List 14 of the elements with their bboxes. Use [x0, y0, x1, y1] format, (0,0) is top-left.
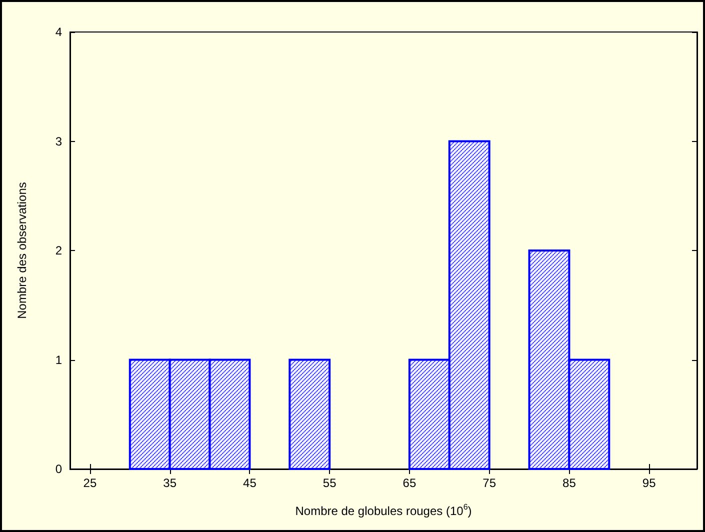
- x-tick-label: 35: [163, 476, 177, 490]
- x-tick-label: 85: [562, 476, 576, 490]
- x-tick-label: 95: [642, 476, 656, 490]
- y-tick-label: 1: [55, 352, 62, 367]
- y-tick-label: 4: [55, 25, 62, 39]
- y-axis-title: Nombre des observations: [15, 182, 29, 319]
- x-tick-label: 55: [322, 476, 337, 490]
- x-tick-label: 75: [482, 476, 496, 490]
- x-tick-label: 65: [402, 476, 416, 490]
- y-tick-label: 0: [55, 462, 62, 476]
- x-tick-label: 45: [243, 476, 257, 490]
- y-tick-label: 2: [55, 244, 62, 258]
- y-tick-label: 3: [55, 134, 62, 148]
- x-tick-label: 25: [83, 476, 97, 490]
